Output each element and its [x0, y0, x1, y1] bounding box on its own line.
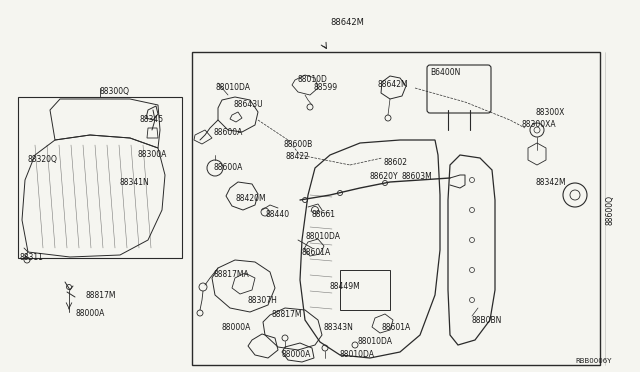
Text: 88345: 88345	[140, 115, 164, 124]
Text: 88449M: 88449M	[330, 282, 361, 291]
Text: 88642M: 88642M	[378, 80, 408, 89]
Text: 88010DA: 88010DA	[305, 232, 340, 241]
Text: 88000A: 88000A	[75, 309, 104, 318]
Text: 88300A: 88300A	[138, 150, 168, 159]
Bar	[18, 97, 182, 258]
Text: 88620Y: 88620Y	[370, 172, 399, 181]
Text: 88000A: 88000A	[281, 350, 310, 359]
Text: 88642M: 88642M	[330, 18, 364, 27]
Text: 88000A: 88000A	[222, 323, 252, 332]
Bar	[340, 270, 390, 310]
Text: 88307H: 88307H	[248, 296, 278, 305]
Text: 88600Q: 88600Q	[605, 195, 614, 225]
Text: 88600B: 88600B	[283, 140, 312, 149]
Text: 88817MA: 88817MA	[213, 270, 249, 279]
Text: 88311: 88311	[20, 253, 44, 262]
Text: 88300XA: 88300XA	[521, 120, 556, 129]
Text: B6400N: B6400N	[430, 68, 460, 77]
Text: 88010DA: 88010DA	[358, 337, 393, 346]
Text: 88600A: 88600A	[213, 163, 243, 172]
Text: 88600A: 88600A	[213, 128, 243, 137]
Text: 88661: 88661	[312, 210, 336, 219]
Text: 88010D: 88010D	[298, 75, 328, 84]
Text: 88010DA: 88010DA	[215, 83, 250, 92]
Text: 88817M: 88817M	[272, 310, 303, 319]
Text: 88817M: 88817M	[85, 291, 115, 300]
Text: 88422: 88422	[285, 152, 309, 161]
Text: 88341N: 88341N	[120, 178, 150, 187]
Text: RBB0006Y: RBB0006Y	[575, 358, 611, 364]
Text: 88643U: 88643U	[233, 100, 262, 109]
Text: 88320Q: 88320Q	[27, 155, 57, 164]
Bar	[192, 52, 600, 365]
Text: 88599: 88599	[313, 83, 337, 92]
Text: 88420M: 88420M	[236, 194, 267, 203]
Text: 88010DA: 88010DA	[340, 350, 375, 359]
Text: 88342M: 88342M	[535, 178, 566, 187]
Text: 88300X: 88300X	[535, 108, 564, 117]
Text: 88603M: 88603M	[402, 172, 433, 181]
Text: 88343N: 88343N	[323, 323, 353, 332]
Text: 88B0BN: 88B0BN	[472, 316, 502, 325]
Text: 88601A: 88601A	[302, 248, 332, 257]
Text: 88601A: 88601A	[382, 323, 412, 332]
Text: 88440: 88440	[265, 210, 289, 219]
Text: 88602: 88602	[384, 158, 408, 167]
Text: 88300Q: 88300Q	[100, 87, 130, 96]
